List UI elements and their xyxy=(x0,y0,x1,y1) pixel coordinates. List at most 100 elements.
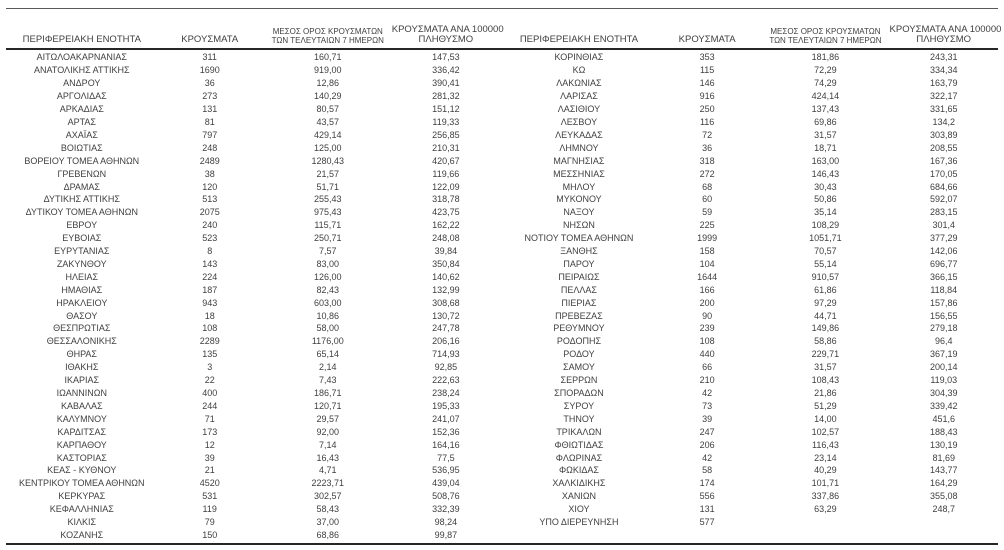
column-header-avg7-line1: ΜΕΣΟΣ ΟΡΟΣ ΚΡΟΥΣΜΑΤΩΝ xyxy=(272,27,383,37)
cell-cases: 247 xyxy=(699,426,715,437)
table-row: ΘΕΣΠΡΩΤΙΑΣ 108 58,00 247,78 xyxy=(8,322,500,335)
cell-cases: 71 xyxy=(204,413,215,424)
cell-region: ΔΥΤΙΚΗΣ ΑΤΤΙΚΗΣ xyxy=(43,194,120,205)
cell-avg7: 975,43 xyxy=(314,207,342,218)
table-row: ΚΟΖΑΝΗΣ 150 68,86 99,87 xyxy=(8,529,500,542)
cell-region: ΒΟΙΩΤΙΑΣ xyxy=(60,142,103,153)
cell-cases: 146 xyxy=(699,78,715,89)
cell-region: ΛΗΜΝΟΥ xyxy=(559,142,599,153)
cell-per100k: 164,16 xyxy=(432,439,460,450)
cell-cases: 150 xyxy=(202,529,218,540)
cell-region: ΣΠΟΡΑΔΩΝ xyxy=(554,388,604,399)
cell-region: ΛΑΣΙΘΙΟΥ xyxy=(557,104,601,115)
column-header-region: ΠΕΡΙΦΕΡΕΙΑΚΗ ΕΝΟΤΗΤΑ xyxy=(22,34,141,46)
table-row: ΛΑΣΙΘΙΟΥ 250 137,43 331,65 xyxy=(505,103,998,116)
cell-avg7: 125,00 xyxy=(314,142,342,153)
table-row: ΑΝΑΤΟΛΙΚΗΣ ΑΤΤΙΚΗΣ 1690 919,00 336,42 xyxy=(8,64,500,77)
cell-avg7: 603,00 xyxy=(314,297,342,308)
cell-region: ΛΑΡΙΣΑΣ xyxy=(560,91,598,102)
table-row: ΝΗΣΩΝ 225 108,29 301,4 xyxy=(505,219,998,232)
cell-cases: 225 xyxy=(699,220,715,231)
cell-avg7: 31,57 xyxy=(814,129,837,140)
cell-region: ΛΑΚΩΝΙΑΣ xyxy=(556,78,602,89)
table-row: ΒΟΙΩΤΙΑΣ 248 125,00 210,31 xyxy=(8,141,500,154)
cell-cases: 1690 xyxy=(199,65,220,76)
cell-avg7: 29,57 xyxy=(316,413,340,424)
cell-cases: 244 xyxy=(202,400,218,411)
cell-cases: 60 xyxy=(702,194,713,205)
cell-cases: 1644 xyxy=(697,271,718,282)
cell-cases: 73 xyxy=(702,400,713,411)
cell-avg7: 31,57 xyxy=(814,362,837,373)
cell-avg7: 120,71 xyxy=(314,400,342,411)
cell-avg7: 140,29 xyxy=(314,91,342,102)
cell-cases: 173 xyxy=(202,426,218,437)
cell-cases: 174 xyxy=(699,478,715,489)
cell-per100k: 248,7 xyxy=(932,504,955,515)
cell-per100k: 336,42 xyxy=(432,65,460,76)
table-row: ΜΑΓΝΗΣΙΑΣ 318 163,00 167,36 xyxy=(505,154,998,167)
cell-cases: 943 xyxy=(202,297,218,308)
cell-per100k: 119,33 xyxy=(432,116,460,127)
cell-cases: 38 xyxy=(204,168,215,179)
cell-avg7: 919,00 xyxy=(314,65,342,76)
cell-per100k: 355,08 xyxy=(929,491,958,502)
cell-cases: 108 xyxy=(202,323,218,334)
cell-per100k: 162,22 xyxy=(432,220,460,231)
cell-avg7: 18,71 xyxy=(814,142,837,153)
cell-avg7: 16,43 xyxy=(316,452,340,463)
cell-avg7: 186,71 xyxy=(314,388,342,399)
cell-per100k: 684,66 xyxy=(929,181,958,192)
cell-region: ΡΕΘΥΜΝΟΥ xyxy=(553,323,605,334)
cell-avg7: 50,86 xyxy=(814,194,837,205)
cell-region: ΚΩ xyxy=(572,65,586,76)
cell-per100k: 247,78 xyxy=(432,323,460,334)
cell-avg7: 7,43 xyxy=(319,375,337,386)
table-row: ΚΑΡΔΙΤΣΑΣ 173 92,00 152,36 xyxy=(8,425,500,438)
cell-region: ΘΗΡΑΣ xyxy=(66,349,97,360)
cell-per100k: 164,29 xyxy=(929,478,958,489)
cell-per100k: 304,39 xyxy=(929,388,958,399)
cell-per100k: 119,66 xyxy=(432,168,460,179)
cell-avg7: 108,43 xyxy=(811,375,840,386)
cell-per100k: 167,36 xyxy=(929,155,958,166)
cell-region: ΣΥΡΟΥ xyxy=(563,400,595,411)
cell-region: ΞΑΝΘΗΣ xyxy=(560,246,598,257)
cell-cases: 42 xyxy=(702,452,713,463)
cell-per100k: 81,69 xyxy=(932,452,955,463)
cell-region: ΚΑΒΑΛΑΣ xyxy=(61,400,103,411)
cell-avg7: 160,71 xyxy=(314,52,342,63)
cell-avg7: 102,57 xyxy=(811,426,840,437)
table-row: ΠΑΡΟΥ 104 55,14 696,77 xyxy=(505,258,998,271)
table-row: ΦΩΚΙΔΑΣ 58 40,29 143,77 xyxy=(505,464,998,477)
cell-cases: 79 xyxy=(204,517,215,528)
table-row: ΚΩ 115 72,29 334,34 xyxy=(505,64,998,77)
cell-region: ΙΩΑΝΝΙΝΩΝ xyxy=(56,388,108,399)
cell-per100k: 318,78 xyxy=(432,194,460,205)
table-row: ΦΛΩΡΙΝΑΣ 42 23,14 81,69 xyxy=(505,451,998,464)
cell-cases: 3 xyxy=(207,362,213,373)
cell-per100k: 151,12 xyxy=(432,104,460,115)
table-body: ΚΟΡΙΝΘΙΑΣ 353 181,86 243,31 ΚΩ 115 72,29 334,34… xyxy=(505,51,998,529)
cell-cases: 66 xyxy=(702,362,713,373)
cell-region: ΤΡΙΚΑΛΩΝ xyxy=(556,426,602,437)
table-row: ΛΗΜΝΟΥ 36 18,71 208,55 xyxy=(505,141,998,154)
cell-cases: 2289 xyxy=(199,336,220,347)
table-row: ΧΑΝΙΩΝ 556 337,86 355,08 xyxy=(505,490,998,503)
table-body: ΑΙΤΩΛΟΑΚΑΡΝΑΝΙΑΣ 311 160,71 147,53 ΑΝΑΤΟΛΙΚΗ… xyxy=(8,51,500,541)
cell-per100k: 92,85 xyxy=(434,362,458,373)
cell-per100k: 156,55 xyxy=(929,310,958,321)
cell-cases: 1999 xyxy=(697,233,718,244)
table-row: ΕΥΡΥΤΑΝΙΑΣ 8 7,57 39,84 xyxy=(8,245,500,258)
table-row: ΔΡΑΜΑΣ 120 51,71 122,09 xyxy=(8,180,500,193)
cell-per100k: 200,14 xyxy=(929,362,958,373)
column-header-avg7-line2: ΤΩΝ ΤΕΛΕΥΤΑΙΩΝ 7 ΗΜΕΡΩΝ xyxy=(271,36,384,46)
cell-cases: 68 xyxy=(702,181,713,192)
column-header-per100k: ΚΡΟΥΣΜΑΤΑ ΑΝΑ 100000 ΠΛΗΘΥΣΜΟ xyxy=(392,24,504,48)
table-row: ΛΕΥΚΑΔΑΣ 72 31,57 303,89 xyxy=(505,128,998,141)
table-row: ΘΑΣΟΥ 18 10,86 130,72 xyxy=(8,309,500,322)
table-row: ΡΟΔΟΥ 440 229,71 367,19 xyxy=(505,348,998,361)
column-header-avg7: ΜΕΣΟΣ ΟΡΟΣ ΚΡΟΥΣΜΑΤΩΝ ΤΩΝ ΤΕΛΕΥΤΑΙΩΝ 7 Η… xyxy=(264,27,392,48)
cell-cases: 272 xyxy=(699,168,715,179)
cell-avg7: 61,86 xyxy=(814,284,837,295)
